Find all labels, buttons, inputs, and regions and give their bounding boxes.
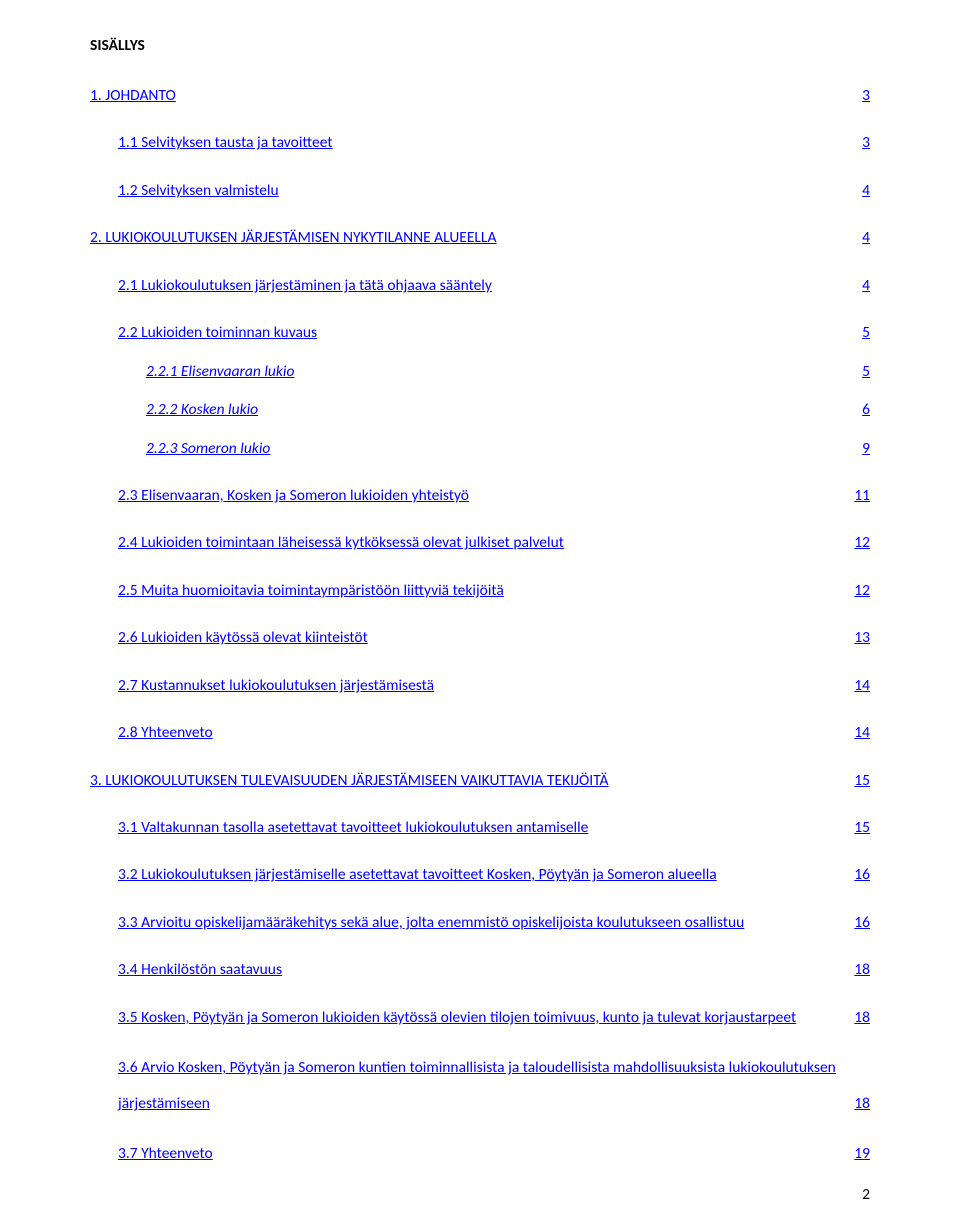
toc-label[interactable]: 3.6 Arvio Kosken, Pöytyän ja Someron kun… xyxy=(118,1050,870,1086)
toc-entry: 2.7 Kustannukset lukiokoulutuksen järjes… xyxy=(90,671,870,700)
toc-entry: 3. LUKIOKOULUTUKSEN TULEVAISUUDEN JÄRJES… xyxy=(90,766,870,795)
toc-label[interactable]: 2.3 Elisenvaaran, Kosken ja Someron luki… xyxy=(118,481,842,510)
toc-page[interactable]: 14 xyxy=(854,718,870,747)
toc-page[interactable]: 4 xyxy=(862,176,870,205)
toc-page[interactable]: 19 xyxy=(854,1139,870,1168)
toc-label[interactable]: 2.2 Lukioiden toiminnan kuvaus xyxy=(118,318,850,347)
toc-label[interactable]: 2.2.2 Kosken lukio xyxy=(146,395,850,424)
toc-page[interactable]: 15 xyxy=(854,813,870,842)
toc-page[interactable]: 5 xyxy=(862,318,870,347)
toc-page[interactable]: 18 xyxy=(854,1003,870,1032)
toc-entry: 2.3 Elisenvaaran, Kosken ja Someron luki… xyxy=(90,481,870,510)
toc-entry: 2.8 Yhteenveto 14 xyxy=(90,718,870,747)
toc-label[interactable]: 3.1 Valtakunnan tasolla asetettavat tavo… xyxy=(118,813,842,842)
toc-label[interactable]: 2.4 Lukioiden toimintaan läheisessä kytk… xyxy=(118,528,842,557)
toc-page[interactable]: 4 xyxy=(862,223,870,252)
toc-label[interactable]: 3.7 Yhteenveto xyxy=(118,1139,842,1168)
toc-label[interactable]: 3.2 Lukiokoulutuksen järjestämiselle ase… xyxy=(118,860,842,889)
toc-page[interactable]: 14 xyxy=(854,671,870,700)
toc-entry: 2.2.3 Someron lukio 9 xyxy=(90,434,870,463)
toc-entry: 2.6 Lukioiden käytössä olevat kiinteistö… xyxy=(90,623,870,652)
toc-page[interactable]: 12 xyxy=(854,576,870,605)
toc-page[interactable]: 15 xyxy=(854,766,870,795)
toc-container: 1. JOHDANTO31.1 Selvityksen tausta ja ta… xyxy=(90,81,870,1169)
toc-page[interactable]: 9 xyxy=(862,434,870,463)
toc-page[interactable]: 3 xyxy=(862,81,870,110)
toc-entry: 2.4 Lukioiden toimintaan läheisessä kytk… xyxy=(90,528,870,557)
toc-page[interactable]: 5 xyxy=(862,357,870,386)
toc-entry: 2.2.2 Kosken lukio 6 xyxy=(90,395,870,424)
toc-page[interactable]: 18 xyxy=(854,955,870,984)
toc-page[interactable]: 18 xyxy=(854,1086,870,1122)
toc-page[interactable]: 16 xyxy=(854,860,870,889)
toc-label[interactable]: 2.5 Muita huomioitavia toimintaympäristö… xyxy=(118,576,842,605)
toc-label[interactable]: 2.8 Yhteenveto xyxy=(118,718,842,747)
toc-entry: 3.6 Arvio Kosken, Pöytyän ja Someron kun… xyxy=(90,1050,870,1121)
toc-entry: 1.1 Selvityksen tausta ja tavoitteet 3 xyxy=(90,128,870,157)
toc-label[interactable]: 2.1 Lukiokoulutuksen järjestäminen ja tä… xyxy=(118,271,850,300)
toc-label[interactable]: 3.4 Henkilöstön saatavuus xyxy=(118,955,842,984)
toc-entry: 2.2.1 Elisenvaaran lukio 5 xyxy=(90,357,870,386)
toc-entry: 3.4 Henkilöstön saatavuus 18 xyxy=(90,955,870,984)
toc-label[interactable]: 2. LUKIOKOULUTUKSEN JÄRJESTÄMISEN NYKYTI… xyxy=(90,223,850,252)
toc-page[interactable]: 4 xyxy=(862,271,870,300)
toc-page[interactable]: 11 xyxy=(854,481,870,510)
toc-label[interactable]: 2.2.3 Someron lukio xyxy=(146,434,850,463)
toc-entry: 1. JOHDANTO 3 xyxy=(90,81,870,110)
toc-entry: 3.2 Lukiokoulutuksen järjestämiselle ase… xyxy=(90,860,870,889)
toc-label[interactable]: 2.6 Lukioiden käytössä olevat kiinteistö… xyxy=(118,623,842,652)
toc-page[interactable]: 16 xyxy=(854,908,870,937)
toc-label[interactable]: 3.5 Kosken, Pöytyän ja Someron lukioiden… xyxy=(118,1003,842,1032)
toc-entry: 3.7 Yhteenveto 19 xyxy=(90,1139,870,1168)
toc-label[interactable]: 1.1 Selvityksen tausta ja tavoitteet xyxy=(118,128,850,157)
toc-entry: 3.1 Valtakunnan tasolla asetettavat tavo… xyxy=(90,813,870,842)
toc-entry: 3.3 Arvioitu opiskelijamääräkehitys sekä… xyxy=(90,908,870,937)
toc-entry: 2.5 Muita huomioitavia toimintaympäristö… xyxy=(90,576,870,605)
toc-entry: 1.2 Selvityksen valmistelu 4 xyxy=(90,176,870,205)
toc-page[interactable]: 6 xyxy=(862,395,870,424)
toc-entry: 2. LUKIOKOULUTUKSEN JÄRJESTÄMISEN NYKYTI… xyxy=(90,223,870,252)
toc-title: SISÄLLYS xyxy=(90,36,870,55)
toc-label[interactable]: 1. JOHDANTO xyxy=(90,81,850,110)
toc-label[interactable]: 2.2.1 Elisenvaaran lukio xyxy=(146,357,850,386)
toc-label[interactable]: 1.2 Selvityksen valmistelu xyxy=(118,176,850,205)
toc-page[interactable]: 12 xyxy=(854,528,870,557)
toc-label[interactable]: järjestämiseen xyxy=(118,1086,210,1122)
toc-label[interactable]: 3.3 Arvioitu opiskelijamääräkehitys sekä… xyxy=(118,908,842,937)
toc-entry: 2.2 Lukioiden toiminnan kuvaus 5 xyxy=(90,318,870,347)
toc-entry: 3.5 Kosken, Pöytyän ja Someron lukioiden… xyxy=(90,1003,870,1032)
page-number: 2 xyxy=(862,1185,870,1204)
toc-page[interactable]: 3 xyxy=(862,128,870,157)
toc-label[interactable]: 2.7 Kustannukset lukiokoulutuksen järjes… xyxy=(118,671,842,700)
toc-page[interactable]: 13 xyxy=(854,623,870,652)
toc-entry: 2.1 Lukiokoulutuksen järjestäminen ja tä… xyxy=(90,271,870,300)
toc-label[interactable]: 3. LUKIOKOULUTUKSEN TULEVAISUUDEN JÄRJES… xyxy=(90,766,842,795)
